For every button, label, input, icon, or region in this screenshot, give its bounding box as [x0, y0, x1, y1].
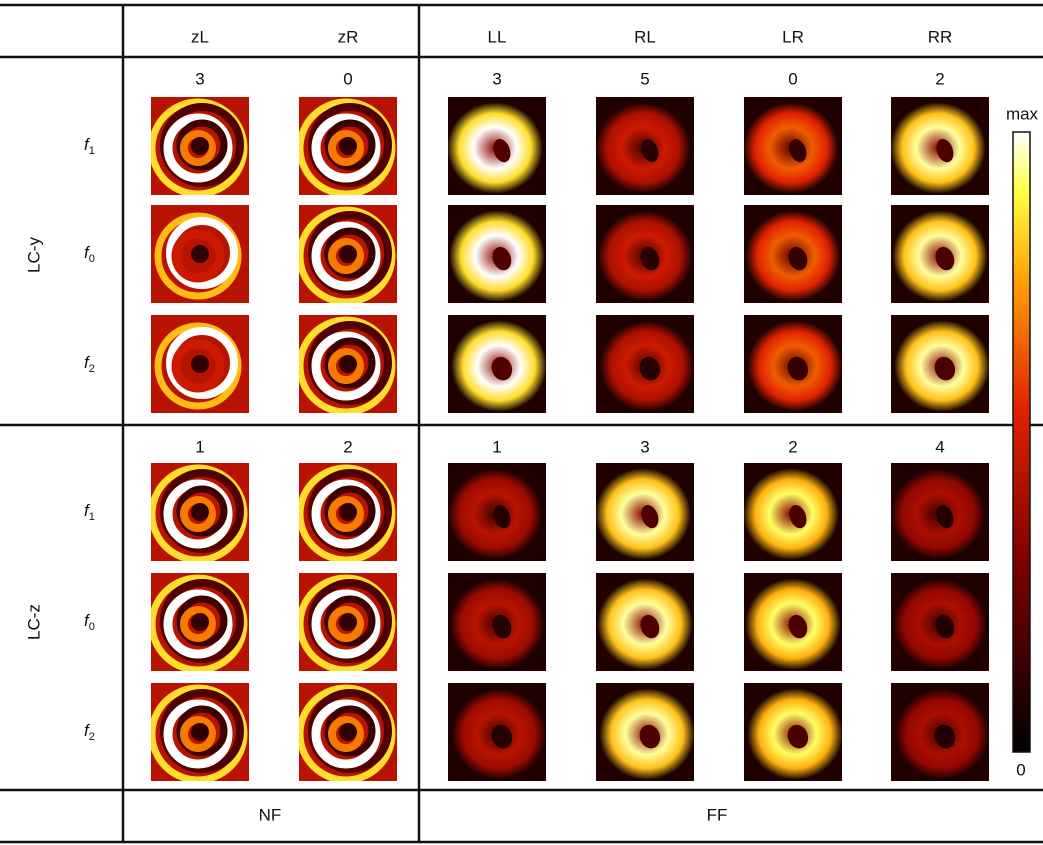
heatmap-image	[151, 683, 249, 781]
figure: max 0 NF FF zL zR LL RL LR RR LC-y 3 0 3 5 0 2 f1 f0 f2…	[0, 0, 1043, 845]
count-label: 2	[343, 437, 352, 456]
column-header: LL	[488, 27, 507, 46]
row-subscript: 2	[89, 731, 95, 743]
count-label: 0	[343, 69, 352, 88]
count-label: 3	[640, 437, 649, 456]
column-header: zR	[338, 27, 359, 46]
group-label: LC-y	[24, 237, 43, 273]
count-label: 2	[935, 69, 944, 88]
heatmap-image	[448, 315, 547, 413]
heatmap-image	[448, 205, 546, 303]
heatmap-image	[447, 463, 546, 561]
count-label: 3	[195, 69, 204, 88]
footer-label: FF	[707, 805, 728, 824]
heatmap-image	[448, 683, 547, 781]
column-header: RR	[928, 27, 953, 46]
row-subscript: 0	[89, 253, 95, 265]
count-label: 5	[640, 69, 649, 88]
heatmap-image	[448, 573, 546, 671]
heatmap-image	[447, 97, 546, 195]
row-subscript: 0	[89, 621, 95, 633]
colorbar-min: 0	[1016, 760, 1025, 779]
row-subscript: 1	[89, 145, 95, 157]
heatmap-image	[744, 205, 842, 303]
heatmap-image	[743, 97, 842, 195]
group-label: LC-z	[24, 604, 43, 640]
row-label: f1	[84, 135, 95, 156]
row-label: f2	[84, 721, 95, 742]
heatmap-image	[891, 683, 990, 781]
heatmap-image	[596, 315, 695, 413]
heatmap-image	[595, 463, 694, 561]
colorbar-max: max	[1006, 104, 1039, 123]
count-label: 1	[195, 437, 204, 456]
heatmap-image	[299, 573, 397, 671]
heatmap-image	[299, 683, 397, 781]
colorbar	[1013, 132, 1030, 752]
count-label: 3	[492, 69, 501, 88]
heatmap-image	[299, 463, 397, 561]
heatmap-image	[890, 97, 989, 195]
heatmap-image	[744, 683, 843, 781]
heatmap-image	[743, 463, 842, 561]
heatmap-image	[151, 573, 249, 671]
count-label: 4	[935, 437, 944, 456]
heatmap-image	[595, 97, 694, 195]
column-header: LR	[782, 27, 804, 46]
row-label: f0	[84, 243, 95, 264]
heatmap-image	[151, 97, 249, 195]
heatmap-image	[596, 683, 695, 781]
column-header: zL	[191, 27, 209, 46]
footer-label: NF	[259, 805, 282, 824]
heatmap-image	[891, 205, 989, 303]
heatmap-image	[891, 315, 990, 413]
count-label: 1	[492, 437, 501, 456]
heatmap-image	[744, 315, 843, 413]
row-label: f0	[84, 611, 95, 632]
heatmap-image	[596, 573, 694, 671]
heatmap-image	[299, 315, 397, 413]
heatmap-image	[890, 463, 989, 561]
row-subscript: 2	[89, 363, 95, 375]
heatmap-image	[744, 573, 842, 671]
heatmap-image	[151, 315, 249, 413]
heatmap-image	[299, 97, 397, 195]
row-label: f1	[84, 501, 95, 522]
heatmap-image	[151, 205, 249, 303]
heatmap-image	[891, 573, 989, 671]
row-subscript: 1	[89, 511, 95, 523]
heatmap-image	[596, 205, 694, 303]
count-label: 2	[788, 437, 797, 456]
heatmap-image	[299, 205, 397, 303]
heatmap-image	[151, 463, 249, 561]
count-label: 0	[788, 69, 797, 88]
row-label: f2	[84, 353, 95, 374]
column-header: RL	[634, 27, 656, 46]
